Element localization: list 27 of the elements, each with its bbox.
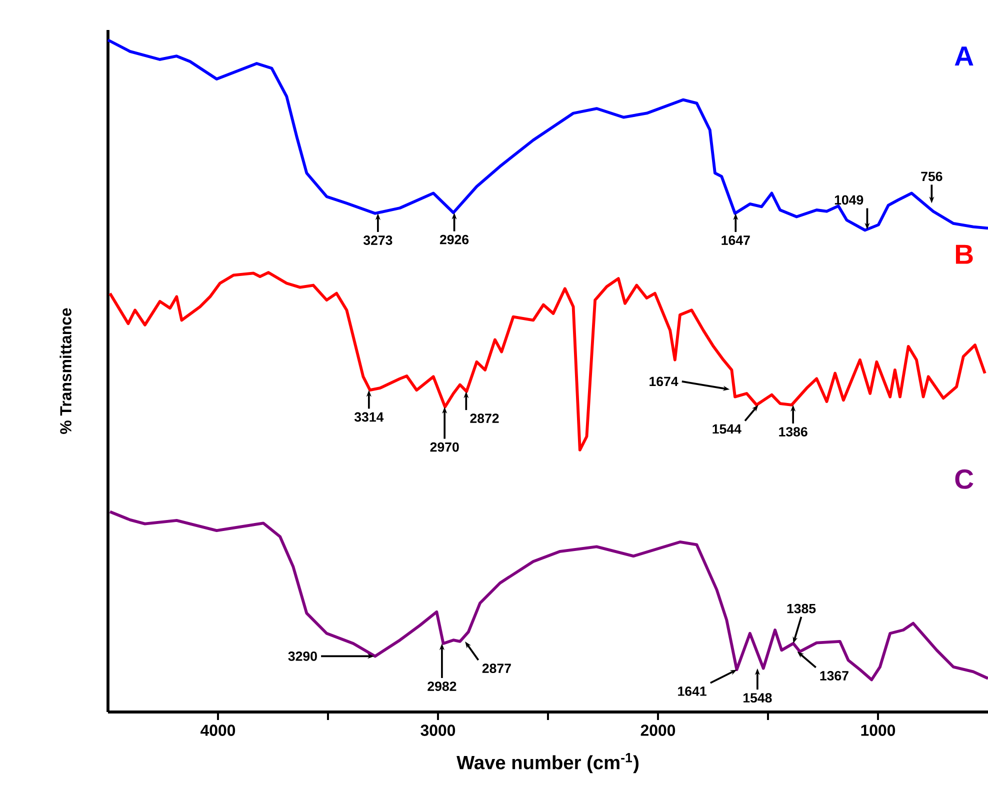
annotation: 2926 (440, 234, 469, 244)
annotation: 3273 (363, 236, 392, 245)
annotation: 756 (921, 172, 942, 182)
annotation: 2970 (430, 442, 459, 452)
annotation: 2982 (428, 682, 456, 691)
annotation: 1385 (787, 604, 816, 614)
text: C (955, 469, 974, 489)
annotation: 1367 (820, 671, 848, 680)
annotation: 1548 (743, 693, 772, 703)
x-tick-label: 4000 (200, 724, 236, 736)
annotation: 2872 (470, 414, 499, 424)
annotation: 1641 (678, 686, 706, 696)
annotation: 1674 (650, 376, 678, 386)
annotation: 2877 (482, 664, 511, 674)
x-tick-label: 2000 (640, 724, 676, 736)
x-axis-title: Wave number (cm$^{-1}$) (456, 753, 638, 774)
text: B (956, 244, 973, 264)
annotation: 1544 (712, 424, 742, 434)
y-axis-title: % Transmittance (60, 308, 72, 434)
annotation: 3290 (288, 652, 317, 661)
annotation: 1647 (722, 236, 750, 245)
annotation: 1386 (779, 427, 808, 436)
x-tick-label: 3000 (420, 724, 456, 736)
text: A (954, 46, 974, 66)
annotation: 1049 (834, 195, 864, 205)
annotation: 3314 (354, 412, 384, 422)
x-tick-label: 1000 (861, 724, 896, 736)
